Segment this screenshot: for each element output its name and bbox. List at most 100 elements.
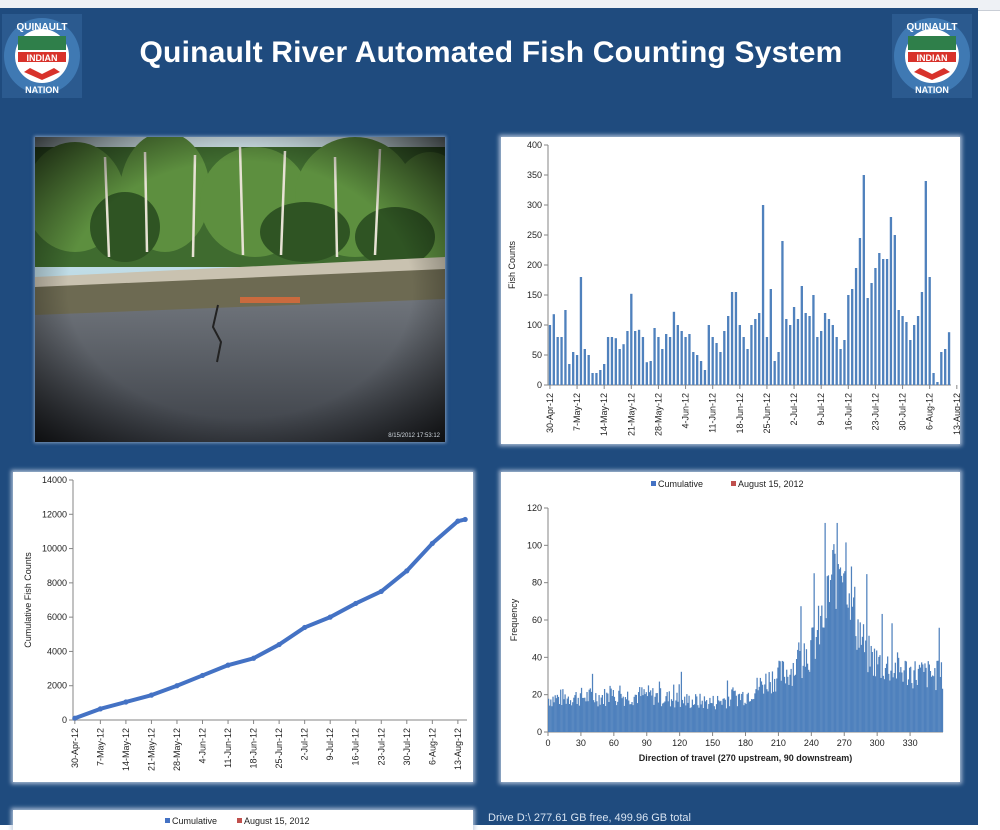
cum-y-tick-label: 4000 [47,646,67,656]
daily-x-tick-label: 4-Jun-12 [681,393,691,429]
daily-bar [901,316,904,385]
direction-bar [619,685,621,732]
direction-bar [860,644,862,732]
cumulative-point [148,692,155,698]
direction-bar [601,695,604,732]
direction-bar [701,700,703,732]
direction-bar [553,702,555,732]
daily-bar [653,328,656,385]
legend-label-1: August 15, 2012 [738,479,804,489]
cum-x-tick-label: 7-May-12 [95,728,105,766]
direction-bar [574,695,576,732]
daily-bar [575,355,579,385]
cumulative-point [225,662,231,668]
cum-x-tick-label: 13-Aug-12 [453,728,463,770]
cum-y-tick-label: 10000 [42,544,67,554]
direction-bar [725,708,727,732]
direction-bar [840,575,843,732]
daily-bar [734,292,738,385]
direction-bar [904,660,906,732]
direction-bar [686,694,688,732]
dir-x-tick-label: 240 [804,738,819,748]
direction-bar [645,692,647,732]
direction-bar [551,706,553,732]
direction-bar [695,694,697,732]
direction-bar [582,697,584,732]
direction-bar [827,575,830,732]
daily-bar [568,364,571,385]
direction-bar [867,672,869,732]
dir-x-axis-label: Direction of travel (270 upstream, 90 do… [639,753,853,763]
direction-bar [772,691,775,732]
direction-bar [628,700,630,732]
direction-bar [915,679,917,732]
direction-bar [801,678,803,732]
daily-bar [800,286,803,385]
dir-x-tick-label: 300 [870,738,885,748]
daily-bar [893,235,896,385]
daily-x-tick-label: 7-May-12 [572,393,582,431]
direction-bar [746,694,748,732]
direction-bar [634,694,636,732]
daily-bar [754,319,757,385]
direction-bar [805,649,808,732]
direction-bar [759,677,762,732]
direction-bar [662,703,664,732]
daily-y-tick-label: 200 [527,260,542,270]
direction-bar [562,689,564,732]
direction-bar [916,685,918,732]
cum-x-tick-label: 25-Jun-12 [274,728,284,769]
daily-bar [854,268,858,385]
daily-y-tick-label: 250 [527,230,542,240]
direction-bar [782,661,785,732]
direction-bar [723,698,725,732]
direction-bar [851,606,854,732]
direction-bar [802,665,804,732]
direction-bar [654,696,656,732]
direction-bar [583,697,585,732]
daily-x-tick-label: 9-Jul-12 [816,393,826,426]
direction-bar [644,694,646,732]
daily-bar [703,370,707,385]
daily-bar [552,314,555,385]
direction-bar [606,692,608,732]
cumulative-point [123,699,129,705]
direction-bar [722,698,724,732]
river-camera-photo: 8/15/2012 17:53:12 [35,137,445,442]
daily-bar [595,373,598,385]
daily-bar [847,295,850,385]
daily-x-tick-label: 13-Aug-12 [952,393,960,435]
daily-bar [727,316,730,385]
direction-bar [656,693,658,732]
dir-x-tick-label: 330 [903,738,918,748]
daily-bar [684,337,687,385]
direction-bar [571,705,573,732]
direction-bar [673,684,675,732]
daily-bar [645,362,648,385]
direction-bar [735,695,737,732]
direction-bar [737,694,740,732]
direction-bar [890,670,892,732]
daily-x-tick-label: 30-Apr-12 [545,393,555,433]
direction-bar [578,705,580,732]
direction-bar [912,688,914,732]
direction-bar [597,706,599,732]
direction-bar [706,700,708,732]
direction-bar [814,658,816,732]
direction-bar [921,662,923,732]
direction-bar [610,688,612,732]
direction-bar [866,574,868,732]
direction-bar [579,693,582,732]
daily-bar [637,329,641,385]
cumulative-point [250,655,257,661]
direction-bar [924,663,926,732]
daily-bar [796,319,800,385]
direction-bar [566,698,568,732]
direction-bar [806,663,809,732]
daily-bar [789,325,792,385]
direction-bar [788,684,790,732]
daily-bar [688,334,691,385]
direction-bar [764,684,766,732]
direction-bar [575,692,577,732]
direction-bar [879,655,881,732]
